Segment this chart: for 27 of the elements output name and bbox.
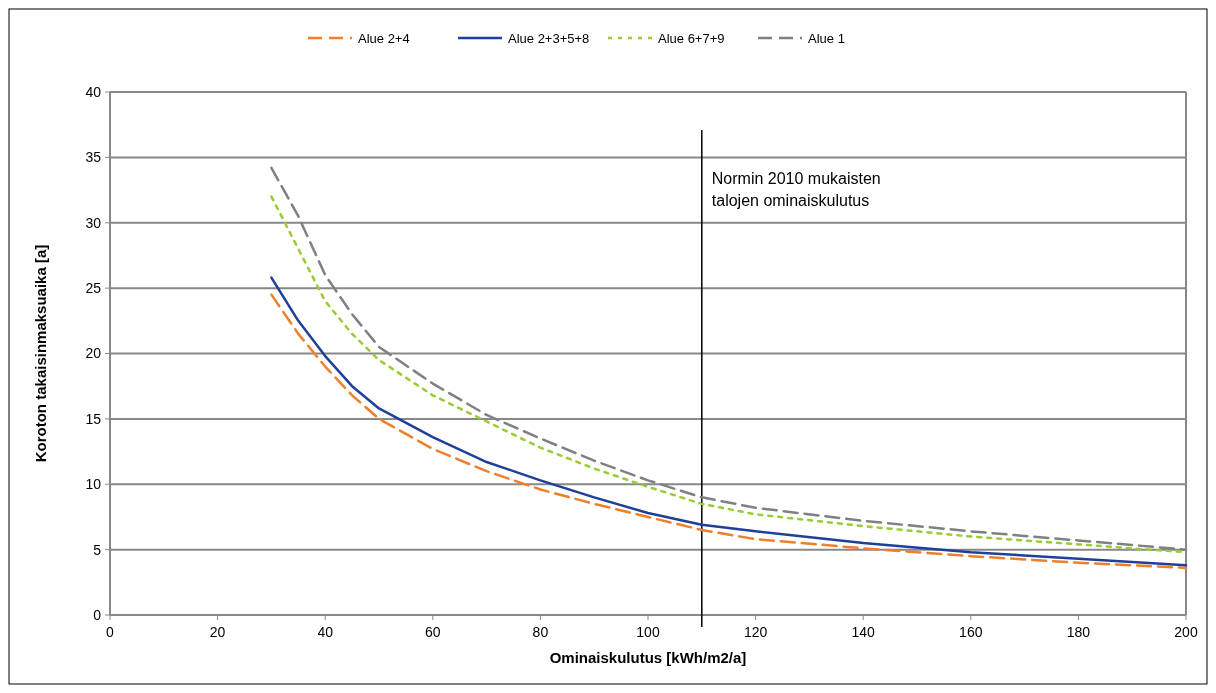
x-tick-label: 180	[1066, 624, 1091, 640]
x-tick-label: 0	[106, 624, 115, 640]
x-tick-label: 40	[317, 624, 334, 640]
y-tick-label: 35	[85, 149, 102, 166]
x-tick-label: 140	[851, 624, 876, 640]
legend-label: Alue 6+7+9	[658, 30, 725, 46]
y-tick-label: 30	[85, 214, 102, 231]
legend-label: Alue 2+4	[358, 30, 410, 46]
y-tick-label: 20	[85, 345, 102, 362]
x-tick-label: 80	[532, 624, 549, 640]
x-axis-title: Ominaiskulutus [kWh/m2/a]	[549, 649, 747, 666]
x-tick-label: 60	[425, 624, 441, 640]
x-tick-label: 20	[209, 624, 226, 640]
legend-label: Alue 1	[808, 30, 845, 46]
x-tick-label: 160	[959, 624, 983, 640]
y-tick-label: 15	[85, 410, 102, 427]
y-tick-label: 5	[93, 541, 102, 558]
y-tick-label: 25	[85, 280, 102, 297]
x-tick-label: 120	[743, 624, 768, 640]
y-tick-label: 0	[93, 606, 102, 623]
legend-label: Alue 2+3+5+8	[508, 30, 590, 46]
y-tick-label: 40	[85, 83, 102, 100]
y-axis-title: Koroton takaisinmaksuaika [a]	[32, 244, 49, 463]
y-tick-label: 10	[85, 476, 102, 493]
x-tick-label: 200	[1174, 624, 1198, 640]
x-tick-label: 100	[636, 624, 660, 640]
ref-line-label: Normin 2010 mukaisten talojen ominaiskulutus	[711, 170, 881, 209]
